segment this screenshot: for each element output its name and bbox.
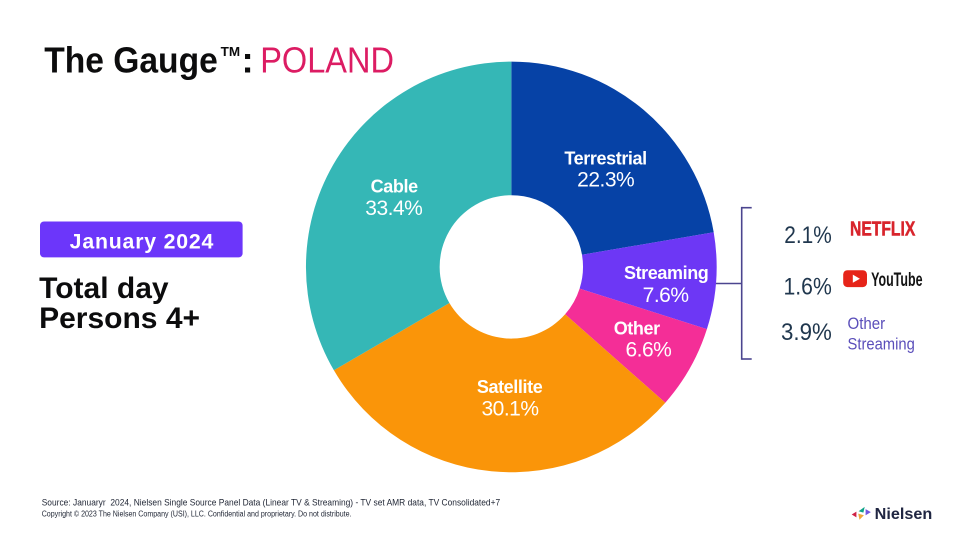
svg-text:January 2024: January 2024 — [70, 230, 215, 253]
svg-text:NETFLIX: NETFLIX — [850, 218, 916, 241]
svg-text:Other: Other — [614, 318, 660, 338]
svg-text:30.1%: 30.1% — [481, 397, 538, 420]
svg-text:Copyright © 2023 The Nielsen C: Copyright © 2023 The Nielsen Company (US… — [42, 510, 352, 519]
svg-text:33.4%: 33.4% — [365, 197, 422, 220]
svg-text:3.9%: 3.9% — [781, 319, 832, 346]
svg-text:Streaming: Streaming — [848, 335, 915, 353]
svg-text:7.6%: 7.6% — [643, 284, 689, 307]
svg-text:YouTube: YouTube — [871, 269, 922, 291]
svg-text:1.6%: 1.6% — [784, 274, 832, 301]
svg-text:22.3%: 22.3% — [577, 168, 634, 191]
svg-text:Nielsen: Nielsen — [875, 506, 933, 523]
svg-text:The Gauge: The Gauge — [44, 40, 218, 81]
svg-text:Source: Januaryr 2024, Nielse: Source: Januaryr 2024, Nielsen Single So… — [42, 498, 501, 508]
svg-text::: : — [242, 40, 254, 81]
svg-text:2.1%: 2.1% — [784, 222, 832, 249]
svg-text:Persons 4+: Persons 4+ — [39, 302, 200, 335]
svg-text:Terrestrial: Terrestrial — [564, 149, 646, 169]
svg-text:POLAND: POLAND — [260, 40, 394, 81]
svg-text:6.6%: 6.6% — [625, 339, 671, 362]
svg-text:Other: Other — [848, 315, 886, 333]
svg-text:Total day: Total day — [39, 272, 169, 305]
svg-text:Cable: Cable — [371, 177, 418, 197]
svg-text:Streaming: Streaming — [624, 263, 708, 283]
svg-text:Satellite: Satellite — [477, 377, 543, 397]
svg-text:TM: TM — [221, 45, 241, 59]
